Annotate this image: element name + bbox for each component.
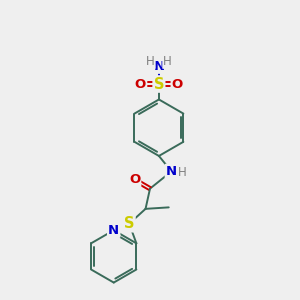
Text: N: N	[153, 60, 164, 73]
Text: S: S	[154, 76, 164, 92]
Text: O: O	[172, 77, 183, 91]
Text: H: H	[146, 55, 155, 68]
Text: N: N	[108, 224, 119, 237]
Text: N: N	[166, 165, 177, 178]
Text: H: H	[178, 167, 187, 179]
Text: H: H	[163, 55, 172, 68]
Text: O: O	[135, 77, 146, 91]
Text: S: S	[124, 216, 134, 231]
Text: O: O	[129, 173, 140, 186]
